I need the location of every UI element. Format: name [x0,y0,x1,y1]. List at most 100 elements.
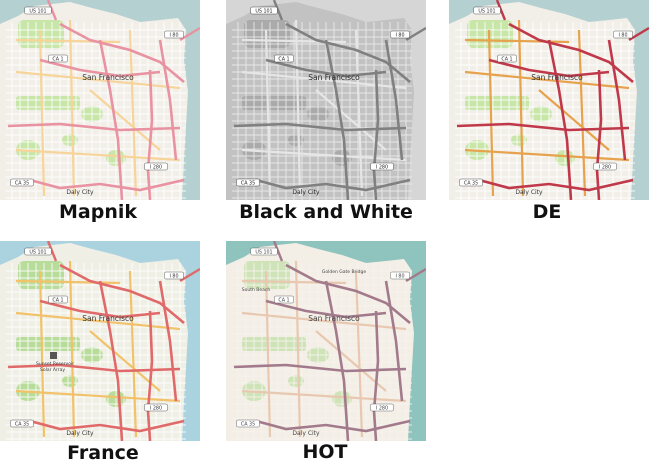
sunset-reservoir-label: Sunset Reservoir [36,361,74,367]
route-shield [250,6,278,15]
map-mapnik-svg: San Francisco Daly City US 101 CA 1 I 80 I 28… [0,0,200,200]
secondary-road [315,89,387,151]
secondary-road [241,311,407,331]
solar-array-label: Solar Array [40,367,65,373]
route-shield-label: CA 35 [241,422,255,428]
map-bw-svg: San Francisco Daly City US 101 CA 1 I 80 I 28… [226,0,426,200]
secondary-road [577,29,587,197]
golden-gate-bridge [495,0,507,21]
caption-de: DE [532,201,562,223]
secondary-road [128,270,138,438]
route-shield-label: I 280 [150,165,162,171]
major-road [265,299,387,319]
route-shield [459,178,483,187]
route-shield-label: CA 35 [15,422,29,428]
secondary-road [38,270,46,438]
caption-hot: HOT [302,441,348,463]
major-road [98,39,124,200]
secondary-road [89,330,161,392]
major-road [488,58,610,78]
solar-marker-icon [50,352,57,359]
route-shield [48,54,68,63]
glen-park [62,134,78,146]
major-road [324,39,350,200]
secondary-road [241,279,347,285]
major-road [384,280,404,402]
major-road [255,419,411,433]
caption-france: France [67,442,139,464]
secondary-road [15,70,181,90]
caption-black-and-white: Black and White [239,201,413,223]
golden-gate-park [242,337,306,351]
glen-park [288,375,304,387]
major-road [39,299,161,319]
map-france-svg: San Francisco Daly City US 101 CA 1 I 80 I 28… [0,241,200,441]
glen-park [62,375,78,387]
bay-bridge [179,267,200,283]
city-label: San Francisco [82,73,134,82]
secondary-road [68,260,76,438]
secondary-road [294,260,302,438]
route-shield [164,271,184,280]
route-shield-label: CA 35 [241,181,255,187]
route-shield [24,247,52,256]
route-shield [370,162,394,171]
route-shield-label: I 80 [169,33,178,39]
route-shield [497,54,517,63]
major-road [607,39,627,161]
route-shield [144,403,168,412]
secondary-road [89,89,161,151]
route-shield [236,178,260,187]
route-shield [370,403,394,412]
route-shield-label: US 101 [29,250,46,256]
bay-bridge [179,26,200,42]
city-label: San Francisco [308,314,360,323]
route-shield [10,178,34,187]
major-road [98,280,124,441]
secondary-road [354,29,364,197]
route-shield [274,54,294,63]
route-shield-label: US 101 [255,250,272,256]
secondary-road [264,270,272,438]
secondary-road [15,38,121,44]
city-label: San Francisco [531,73,583,82]
route-shield [10,419,34,428]
secondary-road [315,330,387,392]
secondary-road [241,70,407,90]
golden-gate-park [16,337,80,351]
major-road [595,69,603,200]
daly-city-label: Daly City [292,430,320,437]
major-road [508,22,634,83]
route-shield-label: CA 1 [52,57,63,63]
route-shield-label: CA 35 [15,181,29,187]
glen-park [511,134,527,146]
major-road [384,39,404,161]
route-shield-label: I 80 [395,33,404,39]
route-shield [390,30,410,39]
secondary-road [294,19,302,197]
major-road [39,58,161,78]
route-shield [473,6,501,15]
route-shield-label: I 280 [376,165,388,171]
route-shield [593,162,617,171]
daly-city-label: Daly City [66,430,94,437]
major-road [478,178,634,192]
map-tile-france: San Francisco Daly City US 101 CA 1 I 80 I 28… [0,241,200,441]
major-road [324,280,350,441]
major-road [372,310,380,441]
daly-city-label: Daly City [66,189,94,196]
route-shield [48,295,68,304]
map-de-svg: San Francisco Daly City US 101 CA 1 I 80 I 28… [449,0,649,200]
daly-city-label: Daly City [292,189,320,196]
route-shield [390,271,410,280]
route-shield-label: CA 1 [501,57,512,63]
major-road [372,69,380,200]
route-shield-label: CA 1 [278,298,289,304]
route-shield-label: I 80 [618,33,627,39]
golden-gate-bridge [46,241,58,262]
route-shield-label: US 101 [478,9,495,15]
golden-gate-park [465,96,529,110]
secondary-road [538,89,610,151]
route-shield-label: CA 1 [278,57,289,63]
daly-city-label: Daly City [515,189,543,196]
